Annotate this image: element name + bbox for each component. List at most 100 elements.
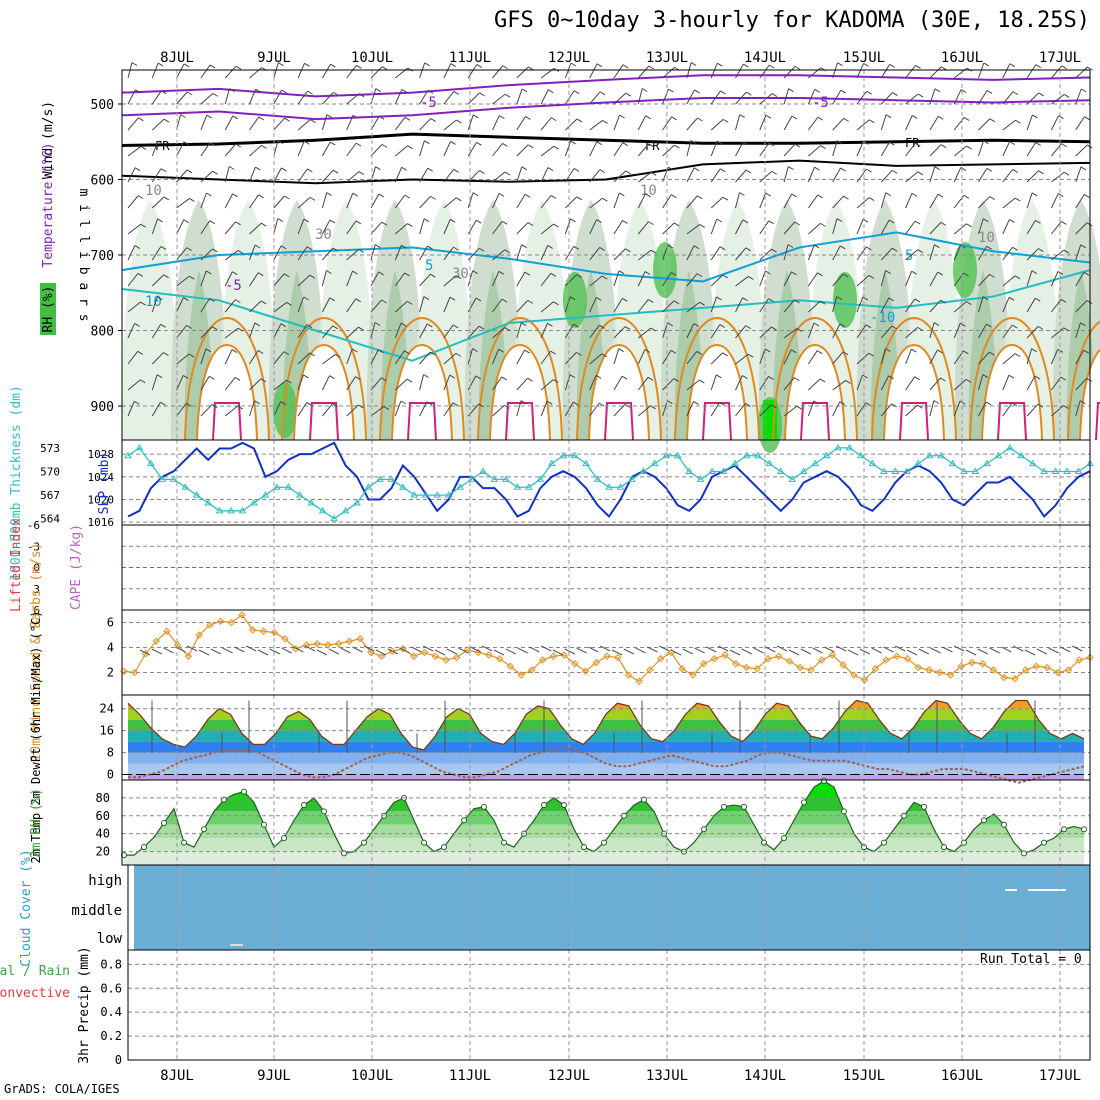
wind-barb-flag xyxy=(1080,244,1087,249)
wind-barb-flag xyxy=(1031,270,1038,275)
temp-contour-plus5 xyxy=(121,231,1091,283)
wind-barb-flag xyxy=(1080,166,1087,171)
wind-barb xyxy=(565,118,578,131)
date-label-top: 14JUL xyxy=(744,50,786,66)
wind-speed-point xyxy=(699,660,708,668)
wind-barb xyxy=(589,169,601,183)
wind-barb xyxy=(880,219,890,235)
wind-barb xyxy=(783,88,790,105)
wind-barb-flag xyxy=(260,378,267,383)
ytick-label: 600 xyxy=(91,173,114,188)
wind-barb xyxy=(419,374,425,391)
thickness-point xyxy=(421,491,430,498)
wind-barb-flag xyxy=(745,169,752,174)
wind-barb xyxy=(832,118,845,131)
wind-barb xyxy=(686,89,695,105)
date-label-bottom: 16JUL xyxy=(941,1068,983,1084)
wind-barb-flag xyxy=(407,223,413,228)
wind-barb xyxy=(127,273,139,287)
wind-barb xyxy=(856,119,870,131)
date-label-bottom: 14JUL xyxy=(744,1068,786,1084)
temp-contour-20 xyxy=(588,343,650,441)
wind-barb xyxy=(807,322,815,339)
wind-barb-flag xyxy=(1035,219,1041,224)
temp-band xyxy=(128,741,1084,753)
rh-point xyxy=(541,802,547,809)
wind-barb xyxy=(249,89,257,105)
wind-barb-flag xyxy=(625,170,631,175)
wind-speed-point xyxy=(141,650,150,658)
wind-barb-flag xyxy=(891,247,898,252)
wind-barb xyxy=(200,114,208,131)
wind10m-barb xyxy=(658,645,670,652)
wind-barb-flag xyxy=(309,352,315,357)
wind-barb-flag xyxy=(424,140,430,145)
wind10m-barb xyxy=(505,648,517,655)
wind-speed-point xyxy=(882,656,890,664)
wind-barb-flag xyxy=(430,195,436,200)
wind10m-barb xyxy=(198,649,210,656)
wind-barb-flag xyxy=(479,170,485,174)
wind-barb-flag xyxy=(839,323,846,328)
wind-barb-flag xyxy=(1031,348,1037,353)
wind-barb xyxy=(929,322,935,339)
wind-barb xyxy=(516,194,526,209)
contour-label: -5 xyxy=(420,95,437,111)
wind-barb xyxy=(321,270,327,287)
wind-barb xyxy=(880,247,893,261)
wind-barb xyxy=(759,404,772,417)
wind-barb xyxy=(565,274,577,287)
wind-barb-flag xyxy=(671,116,677,121)
wind-barb xyxy=(978,374,984,391)
ylabel-thickness: 1000-500mb Thickness (dm) xyxy=(9,385,24,581)
wind-barb-flag xyxy=(134,400,140,405)
cloud-gap xyxy=(1005,889,1017,891)
wind-barb xyxy=(710,402,720,417)
date-label-bottom: 9JUL xyxy=(257,1068,291,1084)
wind-barb xyxy=(880,64,891,79)
temp-band xyxy=(128,752,1084,764)
wind-barb-flag xyxy=(917,326,923,331)
wind-barb-flag xyxy=(355,142,362,147)
wind-barb xyxy=(832,218,838,235)
date-label-bottom: 13JUL xyxy=(646,1068,688,1084)
thickness-point xyxy=(834,443,842,451)
wind-barb-flag xyxy=(329,141,336,146)
wind-barb xyxy=(467,92,480,105)
thickness-point xyxy=(536,475,545,482)
wind-barb-flag xyxy=(504,249,511,254)
wind10m-barb xyxy=(611,649,623,656)
wind-speed-point xyxy=(871,665,880,673)
wind-speed-point xyxy=(721,651,729,659)
wind-barb-flag xyxy=(599,247,605,251)
wind-barb-flag xyxy=(820,145,826,150)
wind-barb xyxy=(127,401,135,417)
wind-speed-point xyxy=(635,677,643,685)
wind-barb-flag xyxy=(401,88,408,93)
wind-barb xyxy=(516,244,523,261)
wind-barb-flag xyxy=(1009,218,1015,223)
wind-barb xyxy=(783,349,792,365)
wind-barb xyxy=(443,297,451,313)
wind-barb xyxy=(224,271,233,287)
wind-barb xyxy=(176,275,190,287)
wind-barb xyxy=(224,349,233,365)
wind-speed-point xyxy=(807,666,815,674)
wind-barb xyxy=(394,272,405,287)
wind-barb xyxy=(1002,141,1011,157)
wind-barb xyxy=(1051,94,1065,105)
wind-barb-flag xyxy=(690,62,697,67)
wind-barb-flag xyxy=(206,114,212,119)
wind-barb-flag xyxy=(790,349,797,354)
wind-barb-flag xyxy=(697,117,703,122)
wind-barb-flag xyxy=(180,114,186,118)
wind10m-barb xyxy=(529,646,540,653)
wind-barb xyxy=(394,223,408,235)
li-tick: 0 xyxy=(33,562,40,575)
wind-barb-flag xyxy=(625,92,632,97)
wind-barb-flag xyxy=(764,348,771,353)
wind-barb-flag xyxy=(449,218,456,223)
wind-barb xyxy=(1002,197,1016,209)
wind-barb-flag xyxy=(748,276,754,280)
wind-barb xyxy=(273,302,287,313)
